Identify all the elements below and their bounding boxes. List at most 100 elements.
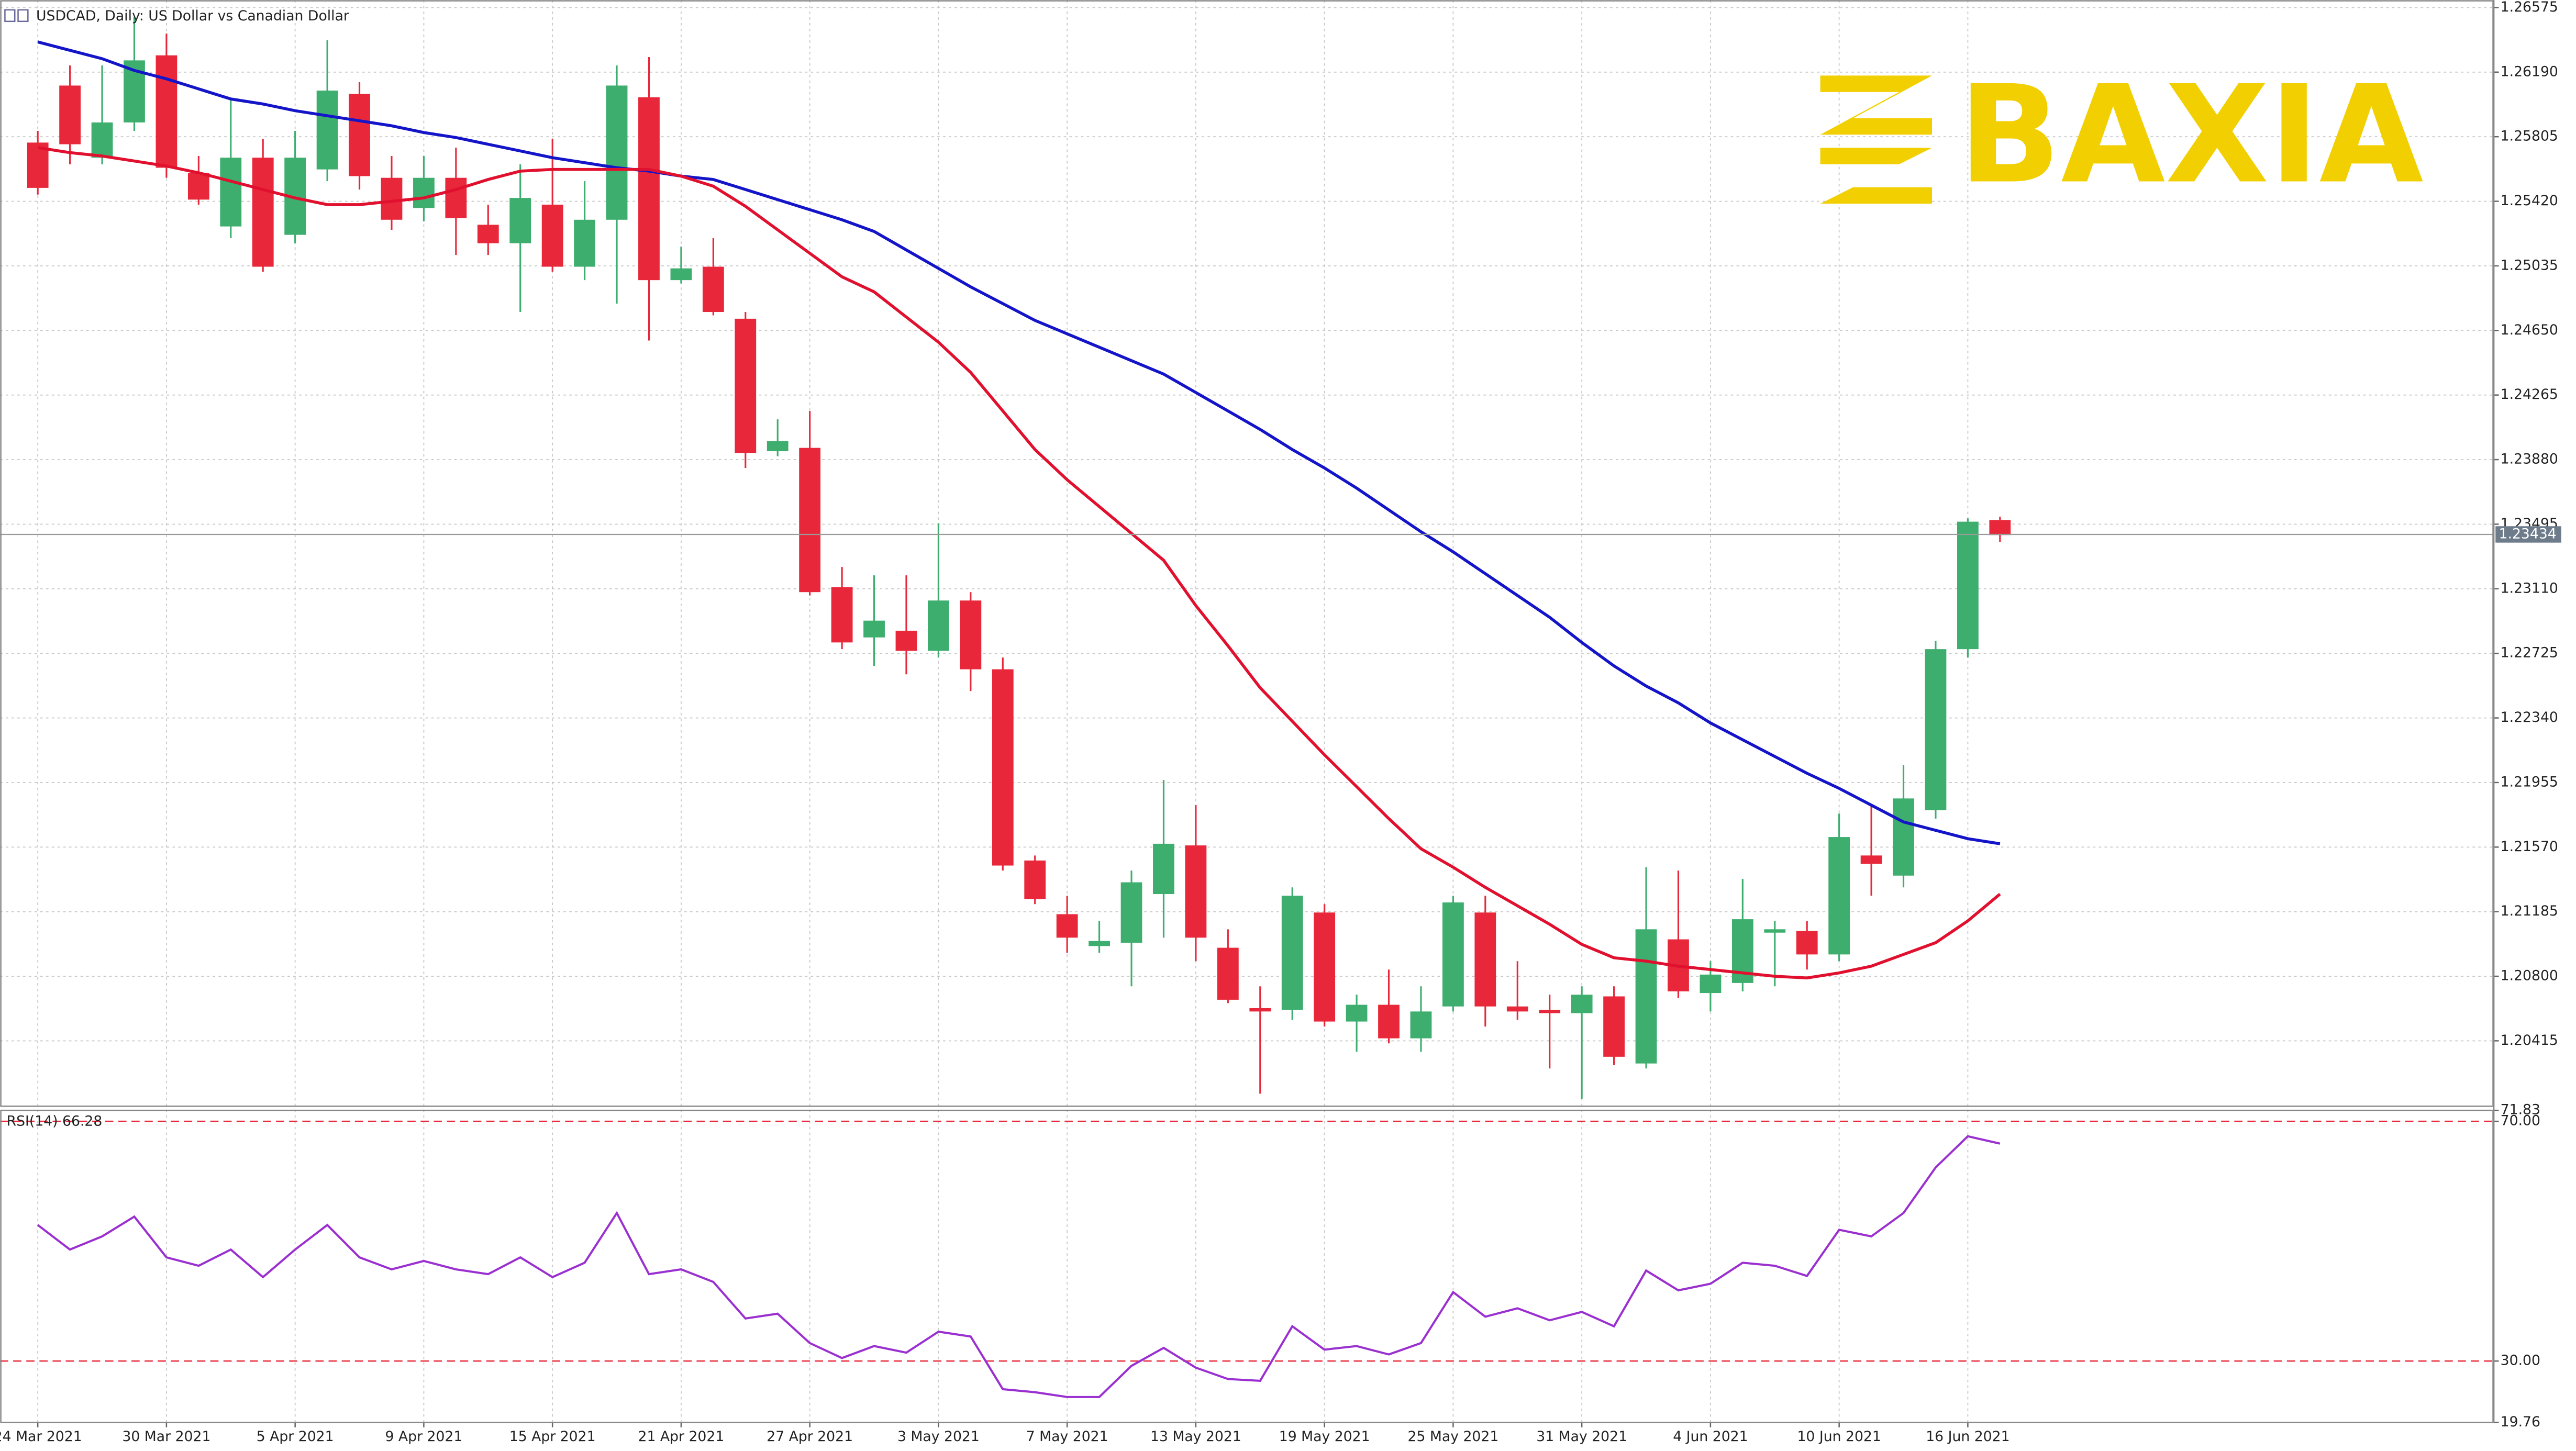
candle-body <box>1571 995 1593 1013</box>
y-tick-label: 71.83 <box>2501 1102 2540 1118</box>
candle-body <box>1024 860 1046 899</box>
y-tick-label: 1.23110 <box>2501 580 2558 596</box>
candle-body <box>960 600 982 669</box>
candle-body <box>638 97 660 281</box>
y-tick-label: 1.25420 <box>2501 193 2558 209</box>
y-tick-label: 1.22340 <box>2501 709 2558 726</box>
header-icons <box>4 9 29 23</box>
x-tick-label: 3 May 2021 <box>897 1428 980 1445</box>
candle-body <box>1796 931 1818 955</box>
last-price-label: 1.23434 <box>2499 526 2557 542</box>
candle-body <box>702 266 724 312</box>
y-tick-label: 1.26190 <box>2501 63 2558 80</box>
candle-body <box>1410 1011 1432 1039</box>
main-frame <box>0 0 2494 1107</box>
logo-icon <box>1820 75 1932 135</box>
candle-body <box>799 448 821 593</box>
y-tick-label: 1.24265 <box>2501 386 2558 403</box>
x-tick-label: 5 Apr 2021 <box>257 1428 334 1445</box>
logo-icon <box>1820 148 1932 204</box>
candle-body <box>1506 1006 1528 1012</box>
logo: BAXIA <box>1820 56 2425 213</box>
watermark: BAXIA <box>1958 56 2424 213</box>
y-tick-label: 1.20800 <box>2501 968 2558 984</box>
candle-body <box>992 669 1014 866</box>
icon <box>17 9 29 23</box>
x-tick-label: 24 Mar 2021 <box>0 1428 82 1445</box>
candle-body <box>1056 914 1078 938</box>
rsi-title: RSI(14) 66.28 <box>7 1113 103 1130</box>
x-tick-label: 25 May 2021 <box>1408 1428 1499 1445</box>
y-tick-label: 1.21955 <box>2501 774 2558 790</box>
y-tick-label: 1.21185 <box>2501 903 2558 919</box>
candle-body <box>735 318 757 453</box>
x-tick-label: 13 May 2021 <box>1150 1428 1241 1445</box>
candle-body <box>91 122 113 158</box>
candle-body <box>1314 912 1336 1022</box>
indicator-line <box>37 1135 2001 1398</box>
icon <box>4 9 16 23</box>
y-tick-label: 1.26575 <box>2501 0 2558 15</box>
candle-body <box>1925 649 1947 810</box>
x-tick-label: 15 Apr 2021 <box>509 1428 596 1445</box>
candle-body <box>381 177 403 220</box>
x-tick-label: 10 Jun 2021 <box>1797 1428 1881 1445</box>
candle-body <box>1281 896 1303 1010</box>
candle-body <box>928 600 949 651</box>
candle-body <box>187 173 209 200</box>
x-tick-label: 21 Apr 2021 <box>638 1428 725 1445</box>
y-tick-label: 70.00 <box>2501 1113 2540 1129</box>
candle-body <box>767 441 789 452</box>
candle-body <box>1635 929 1657 1064</box>
y-tick-label: 1.23880 <box>2501 451 2558 467</box>
y-tick-label: 1.21570 <box>2501 839 2558 855</box>
candle-body <box>1539 1010 1561 1013</box>
candle-body <box>509 198 531 243</box>
candle-body <box>1764 929 1786 933</box>
x-tick-label: 27 Apr 2021 <box>767 1428 853 1445</box>
candle-body <box>1378 1004 1400 1039</box>
indicator-line <box>37 40 2001 845</box>
y-tick-label: 1.25805 <box>2501 128 2558 144</box>
candle-body <box>1893 798 1914 876</box>
candle-body <box>1442 902 1464 1007</box>
last-price-box <box>2495 526 2561 543</box>
y-tick-label: 1.25035 <box>2501 257 2558 273</box>
x-tick-label: 30 Mar 2021 <box>122 1428 210 1445</box>
y-tick-label: 19.76 <box>2501 1414 2540 1430</box>
x-tick-label: 16 Jun 2021 <box>1926 1428 2009 1445</box>
candle-body <box>477 225 499 243</box>
candle-body <box>1346 1004 1368 1022</box>
candle-body <box>156 55 177 168</box>
x-tick-label: 31 May 2021 <box>1536 1428 1627 1445</box>
candle-body <box>541 204 563 267</box>
candle-body <box>1089 941 1110 946</box>
x-tick-label: 9 Apr 2021 <box>385 1428 462 1445</box>
candle-body <box>220 158 242 227</box>
indicator-line <box>37 146 2001 980</box>
y-tick-label: 1.24650 <box>2501 322 2558 338</box>
y-tick-label: 1.20415 <box>2501 1032 2558 1048</box>
candle-body <box>413 177 435 208</box>
candle-body <box>349 94 370 176</box>
candle-body <box>445 177 467 218</box>
candle-body <box>574 219 595 267</box>
rsi-frame <box>0 1109 2494 1423</box>
candle-body <box>1249 1008 1271 1012</box>
candle-body <box>1474 912 1496 1007</box>
candle-body <box>863 620 885 638</box>
y-tick-label: 1.22725 <box>2501 645 2558 661</box>
candle-body <box>1153 843 1174 895</box>
candle-body <box>670 268 692 281</box>
candle-body <box>252 158 274 267</box>
x-tick-label: 4 Jun 2021 <box>1673 1428 1748 1445</box>
x-tick-label: 7 May 2021 <box>1026 1428 1108 1445</box>
candle-body <box>831 587 853 643</box>
candle-body <box>1185 845 1207 938</box>
x-tick-label: 19 May 2021 <box>1279 1428 1370 1445</box>
candle-body <box>606 85 628 220</box>
